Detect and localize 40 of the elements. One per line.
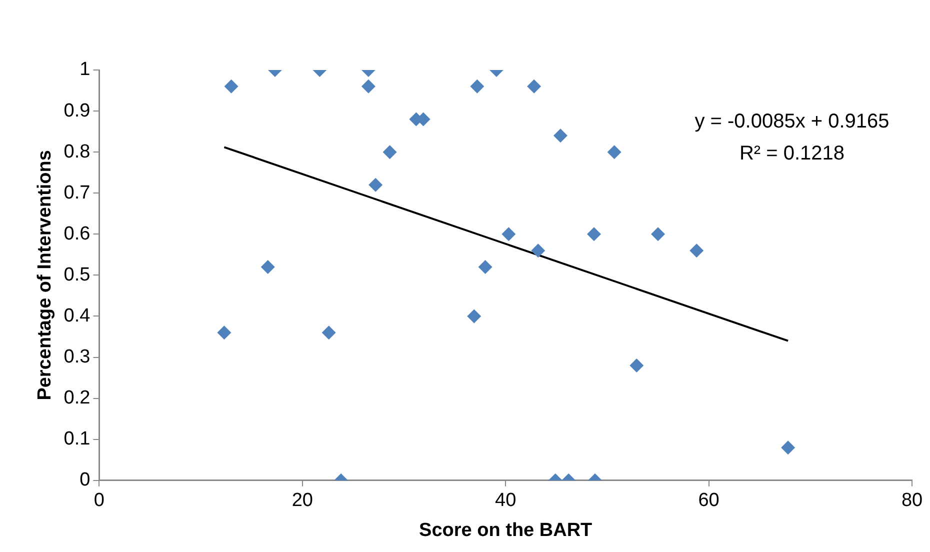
point xyxy=(527,79,542,94)
point xyxy=(478,260,492,274)
point xyxy=(502,227,516,242)
point xyxy=(607,145,622,160)
point xyxy=(217,326,232,340)
point xyxy=(651,227,666,242)
x-tick-label: 80 xyxy=(901,490,923,512)
point xyxy=(224,79,238,94)
point xyxy=(531,244,546,258)
x-tick-label: 40 xyxy=(495,490,516,512)
y-tick-label: 0.3 xyxy=(64,346,90,368)
y-tick-label: 0.4 xyxy=(64,305,91,326)
annotation: y = -0.0085x + 0.9165 xyxy=(694,110,890,133)
x-tick-label: 60 xyxy=(698,490,720,512)
y-tick-label: 1 xyxy=(80,59,90,80)
point xyxy=(368,178,383,192)
x-tick-label: 0 xyxy=(94,490,104,512)
point xyxy=(467,309,482,324)
point xyxy=(690,244,704,258)
x-axis-title: Score on the BART xyxy=(419,520,593,541)
point xyxy=(586,227,601,242)
y-tick-label: 0.5 xyxy=(64,264,90,286)
y-tick-label: 0 xyxy=(80,470,90,491)
y-tick-label: 0.7 xyxy=(64,182,90,204)
y-tick-label: 0.9 xyxy=(64,100,90,122)
y-tick-label: 0.1 xyxy=(64,428,90,450)
point xyxy=(630,358,644,372)
point xyxy=(260,260,275,274)
y-tick-label: 0.2 xyxy=(64,388,90,409)
annotation: R² = 0.1218 xyxy=(739,142,845,165)
point xyxy=(361,79,376,94)
y-axis-title: Percentage of Interventions xyxy=(34,150,56,400)
point xyxy=(382,145,397,160)
point xyxy=(470,79,484,94)
x-tick-label: 20 xyxy=(292,490,313,512)
point xyxy=(322,326,336,340)
y-tick-label: 0.8 xyxy=(64,141,90,162)
y-tick-label: 0.6 xyxy=(64,223,90,244)
point xyxy=(781,440,796,455)
point xyxy=(553,128,568,143)
